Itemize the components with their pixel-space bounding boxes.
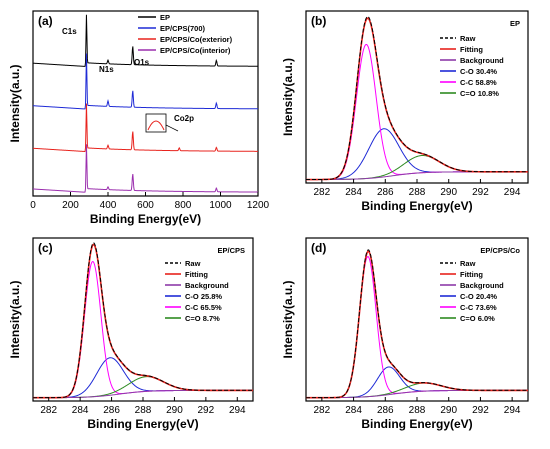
x-tick-label: 284 — [72, 405, 89, 416]
series-line — [33, 103, 258, 152]
x-tick-label: 286 — [103, 405, 120, 416]
series-line — [33, 14, 258, 67]
panel-3: 282 284 286 288 290 292 294 Binding Energy(eV) I… — [8, 237, 254, 431]
x-tick-label: 286 — [377, 187, 394, 198]
legend-entry: Fitting — [460, 45, 483, 54]
x-axis-title: Binding Energy(eV) — [90, 212, 201, 226]
x-tick-label: 294 — [504, 405, 521, 416]
panel-2: 282 284 286 288 290 292 294 Binding Energy(eV) I… — [281, 10, 529, 213]
x-tick-label: 0 — [30, 200, 36, 211]
legend-entry: EP — [160, 13, 170, 22]
sample-label: EP/CPS — [217, 246, 245, 255]
x-axis-title: Binding Energy(eV) — [87, 417, 198, 431]
legend-entry: C-C 65.5% — [185, 303, 222, 312]
annotation: Co2p — [174, 114, 194, 123]
x-axis-title: Binding Energy(eV) — [361, 199, 472, 213]
x-tick-label: 286 — [377, 405, 394, 416]
panel-label: (b) — [311, 14, 326, 28]
panel-label: (d) — [311, 241, 326, 255]
legend-entry: C-C 73.6% — [460, 303, 497, 312]
y-axis-title: Intensity(a.u.) — [281, 280, 295, 358]
legend-entry: C=O 8.7% — [185, 314, 220, 323]
x-tick-label: 288 — [135, 405, 152, 416]
legend-entry: Background — [460, 281, 504, 290]
x-tick-label: 284 — [345, 405, 362, 416]
x-tick-label: 282 — [314, 405, 331, 416]
fitting-line — [306, 250, 528, 399]
legend-entry: C-O 25.8% — [185, 292, 222, 301]
co2p-pointer — [165, 124, 179, 132]
x-tick-label: 282 — [40, 405, 57, 416]
x-tick-label: 288 — [409, 187, 426, 198]
y-axis-title: Intensity(a.u.) — [8, 64, 22, 142]
co2p-inset-box — [145, 113, 167, 133]
y-axis-title: Intensity(a.u.) — [8, 280, 22, 358]
legend-entry: Raw — [460, 259, 476, 268]
legend-entry: Background — [185, 281, 229, 290]
plot-area — [33, 14, 258, 193]
x-tick-label: 282 — [314, 187, 331, 198]
x-tick-label: 1200 — [247, 200, 270, 211]
plot-frame — [32, 237, 254, 402]
series-line — [33, 53, 258, 110]
fitting-line — [306, 17, 528, 181]
panel-4: 282 284 286 288 290 292 294 Binding Energy(eV) I… — [281, 237, 529, 431]
raw-line — [33, 242, 253, 399]
legend-entry: Raw — [460, 34, 476, 43]
panel-label: (c) — [38, 241, 53, 255]
x-tick-label: 400 — [100, 200, 117, 211]
legend-entry: C-O 20.4% — [460, 292, 497, 301]
plot-area — [306, 249, 528, 399]
x-tick-label: 284 — [345, 187, 362, 198]
x-tick-label: 290 — [440, 405, 457, 416]
sample-label: EP — [510, 19, 520, 28]
panel-1: 0 200 400 600 800 1000 1200 Binding Energy(eV) I… — [8, 10, 270, 226]
component-peak — [306, 256, 528, 399]
raw-line — [306, 249, 528, 399]
raw-line — [306, 16, 528, 181]
legend-entry: EP/CPS(700) — [160, 24, 206, 33]
legend-entry: Background — [460, 56, 504, 65]
legend-entry: C=O 6.0% — [460, 314, 495, 323]
annotation: C1s — [62, 27, 77, 36]
x-tick-label: 1000 — [209, 200, 232, 211]
plot-area — [33, 242, 253, 399]
legend-entry: EP/CPS/Co(interior) — [160, 46, 231, 55]
annotation: O1s — [134, 58, 150, 67]
x-tick-label: 600 — [137, 200, 154, 211]
x-tick-label: 800 — [175, 200, 192, 211]
legend-entry: Fitting — [185, 270, 208, 279]
x-tick-label: 292 — [198, 405, 215, 416]
legend-entry: EP/CPS/Co(exterior) — [160, 35, 233, 44]
x-tick-label: 294 — [504, 187, 521, 198]
legend-entry: Fitting — [460, 270, 483, 279]
x-axis-title: Binding Energy(eV) — [361, 417, 472, 431]
legend-entry: C-C 58.8% — [460, 78, 497, 87]
co2p-inset-curve — [147, 120, 165, 131]
panel-label: (a) — [38, 14, 53, 28]
legend-entry: C=O 10.8% — [460, 89, 499, 98]
component-peak — [33, 376, 253, 399]
series-line — [33, 144, 258, 193]
sample-label: EP/CPS/Co — [480, 246, 520, 255]
legend-entry: C-O 30.4% — [460, 67, 497, 76]
legend-entry: Raw — [185, 259, 201, 268]
x-tick-label: 294 — [229, 405, 246, 416]
y-axis-title: Intensity(a.u.) — [281, 58, 295, 136]
x-tick-label: 290 — [166, 405, 183, 416]
x-tick-label: 290 — [440, 187, 457, 198]
x-tick-label: 292 — [472, 187, 489, 198]
x-tick-label: 292 — [472, 405, 489, 416]
x-tick-label: 288 — [409, 405, 426, 416]
annotation: N1s — [99, 65, 114, 74]
plot-area — [306, 16, 528, 181]
x-tick-label: 200 — [62, 200, 79, 211]
